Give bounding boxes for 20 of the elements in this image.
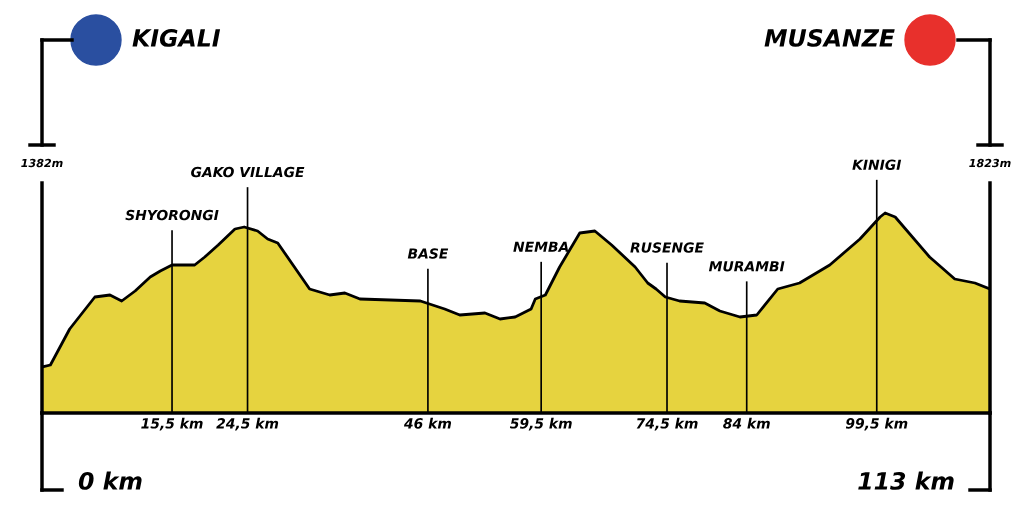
x-tick-label: 24,5 km <box>216 417 279 431</box>
text: 1382m <box>21 158 63 168</box>
ref-line-label: BASE <box>407 248 449 259</box>
ref-line-label: RUSENGE <box>630 242 704 253</box>
ref-line-label: SHYORONGI <box>125 209 219 221</box>
text: 1823m <box>969 158 1011 168</box>
ref-line-label: GAKO VILLAGE <box>191 166 305 178</box>
ref-line-label: NEMBA <box>513 241 569 252</box>
x-tick-label: 84 km <box>723 417 770 429</box>
x-tick-label: 15,5 km <box>141 417 203 431</box>
ref-line-label: KINIGI <box>852 159 902 170</box>
x-tick-label: 59,5 km <box>509 417 572 431</box>
text: MUSANZE <box>764 28 895 47</box>
x-tick-label: 46 km <box>403 417 452 429</box>
ref-line-label: MURAMBI <box>708 261 785 272</box>
x-tick-label: 74,5 km <box>636 417 698 431</box>
text: KIGALI <box>132 28 221 47</box>
x-tick-label: 99,5 km <box>845 417 908 431</box>
text: 0 km <box>78 471 142 490</box>
text: 113 km <box>858 471 954 490</box>
